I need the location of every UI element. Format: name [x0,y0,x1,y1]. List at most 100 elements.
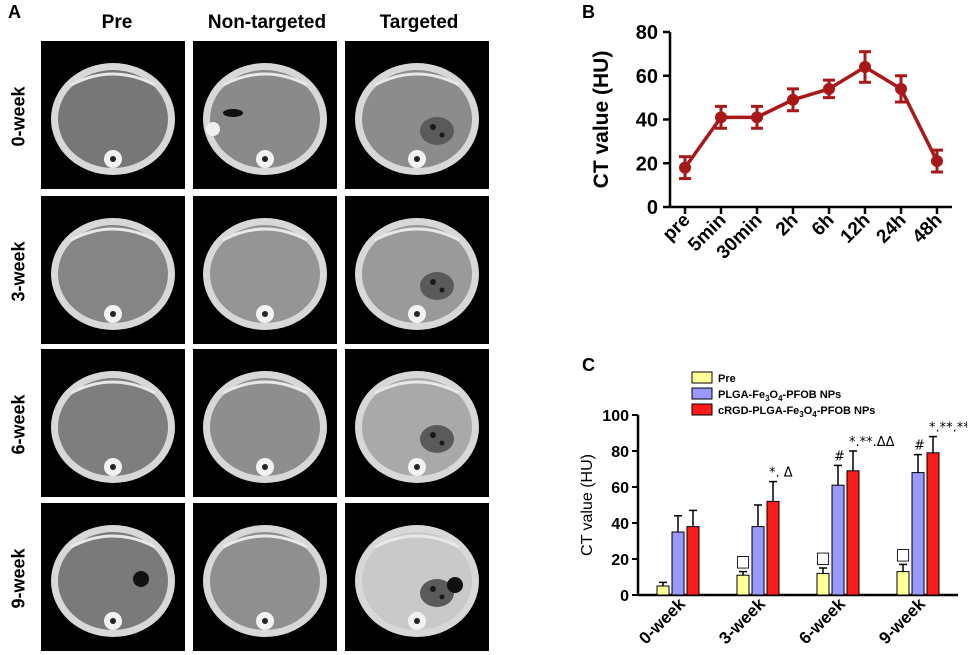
ct-image-3-week-non-targeted [193,196,337,344]
column-header-non-targeted: Non-targeted [207,12,327,33]
panel-label-c: C [582,355,595,375]
ct-rib-arc [222,72,308,87]
significance-marker: *.**.ΔΔ [849,435,895,450]
x-tick-label: 12h [837,210,875,248]
y-tick-label: 60 [611,480,629,497]
ct-gas-pocket [430,586,436,592]
ct-gas-pocket [430,124,436,130]
ct-rib-arc [374,72,460,87]
ct-spinal-canal [262,311,268,317]
legend-label: cRGD-PLGA-Fe3O4-PFOB NPs [718,405,875,419]
ct-image-6-week-pre [41,349,185,497]
x-tick-label: 6-week [795,594,849,648]
significance-marker: □ [735,552,750,571]
ct-spinal-canal [262,156,268,162]
ct-rib-arc [70,227,156,242]
ct-spinal-canal [414,618,420,624]
ct-soft-tissue [210,532,320,630]
ct-gas-pocket [133,571,149,587]
ct-rib-arc [222,380,308,395]
row-label-6-week: 6-week [8,393,29,455]
x-tick-label: 48h [909,210,947,248]
ct-gas-pocket [439,287,445,293]
column-header-pre: Pre [101,12,133,33]
y-tick-label: 80 [611,444,629,461]
ct-image-6-week-targeted [345,349,489,497]
significance-marker: *.**.***.ΔΔΔ [929,421,967,436]
ct-gas-pocket [439,132,445,138]
bar-chart-c: Pre PLGA-Fe3O4-PFOB NPs cRGD-PLGA-Fe3O4-PF… [579,371,967,648]
ct-tumor-region [420,425,454,453]
data-point [751,111,763,124]
column-header-targeted: Targeted [379,12,459,33]
ct-rib-arc [70,72,156,87]
ct-image-9-week-targeted [345,503,489,651]
y-tick-label: 20 [636,153,658,175]
ct-soft-tissue [58,532,168,630]
data-point [787,93,799,106]
ct-image-3-week-pre [41,196,185,344]
bar [926,452,940,596]
ct-bright-spot [206,122,220,136]
ct-spinal-canal [414,464,420,470]
y-tick-label: 60 [636,66,658,88]
bar [896,571,910,596]
ct-image-0-week-pre [41,41,185,189]
ct-spinal-canal [414,311,420,317]
x-tick-label: 9-week [875,594,929,648]
x-tick-label: 6h [808,210,839,241]
panel-label-b: B [582,2,595,22]
data-point [823,82,835,95]
bar [671,531,685,596]
y-tick-label: 0 [647,197,658,219]
ct-spinal-canal [110,156,116,162]
ct-rib-arc [374,227,460,242]
ct-spinal-canal [262,464,268,470]
row-label-0-week: 0-week [8,85,29,147]
legend-label: Pre [718,373,736,385]
ct-rib-arc [222,534,308,549]
bar [736,574,750,596]
x-tick-label: 2h [772,210,803,241]
ct-gas-pocket [223,109,243,117]
bar [656,585,670,596]
ct-rib-arc [70,534,156,549]
ct-soft-tissue [58,378,168,476]
ct-spinal-canal [110,618,116,624]
legend-swatch [691,371,713,384]
ct-soft-tissue [58,70,168,168]
ct-image-9-week-pre [41,503,185,651]
data-point [859,61,871,73]
significance-marker: # [914,439,925,454]
y-tick-label: 0 [620,588,629,605]
ct-image-9-week-non-targeted [193,503,337,651]
significance-marker: # [834,449,845,464]
bar [831,484,845,596]
significance-marker: □ [815,548,830,567]
ct-rib-arc [70,380,156,395]
ct-tumor-region [420,579,454,607]
ct-image-0-week-non-targeted [193,41,337,189]
ct-spinal-canal [110,464,116,470]
ct-gas-pocket [430,279,436,285]
ct-gas-pocket [439,440,445,446]
bar [816,572,830,596]
legend-swatch [691,387,713,400]
y-tick-label: 40 [611,516,629,533]
data-point [679,161,691,174]
y-tick-label: 100 [602,408,629,425]
ct-rib-arc [222,227,308,242]
legend-label: PLGA-Fe3O4-PFOB NPs [718,389,841,403]
ct-spinal-canal [414,156,420,162]
y-tick-label: 40 [636,110,658,132]
ct-image-6-week-non-targeted [193,349,337,497]
ct-gas-pocket [439,594,445,600]
legend-swatch [691,403,713,416]
significance-marker: □ [895,544,910,563]
ct-soft-tissue [210,70,320,168]
ct-soft-tissue [58,225,168,323]
significance-marker: *. Δ [769,466,793,481]
panel-label-a: A [8,2,21,22]
ct-rib-arc [374,534,460,549]
data-point [895,82,907,95]
